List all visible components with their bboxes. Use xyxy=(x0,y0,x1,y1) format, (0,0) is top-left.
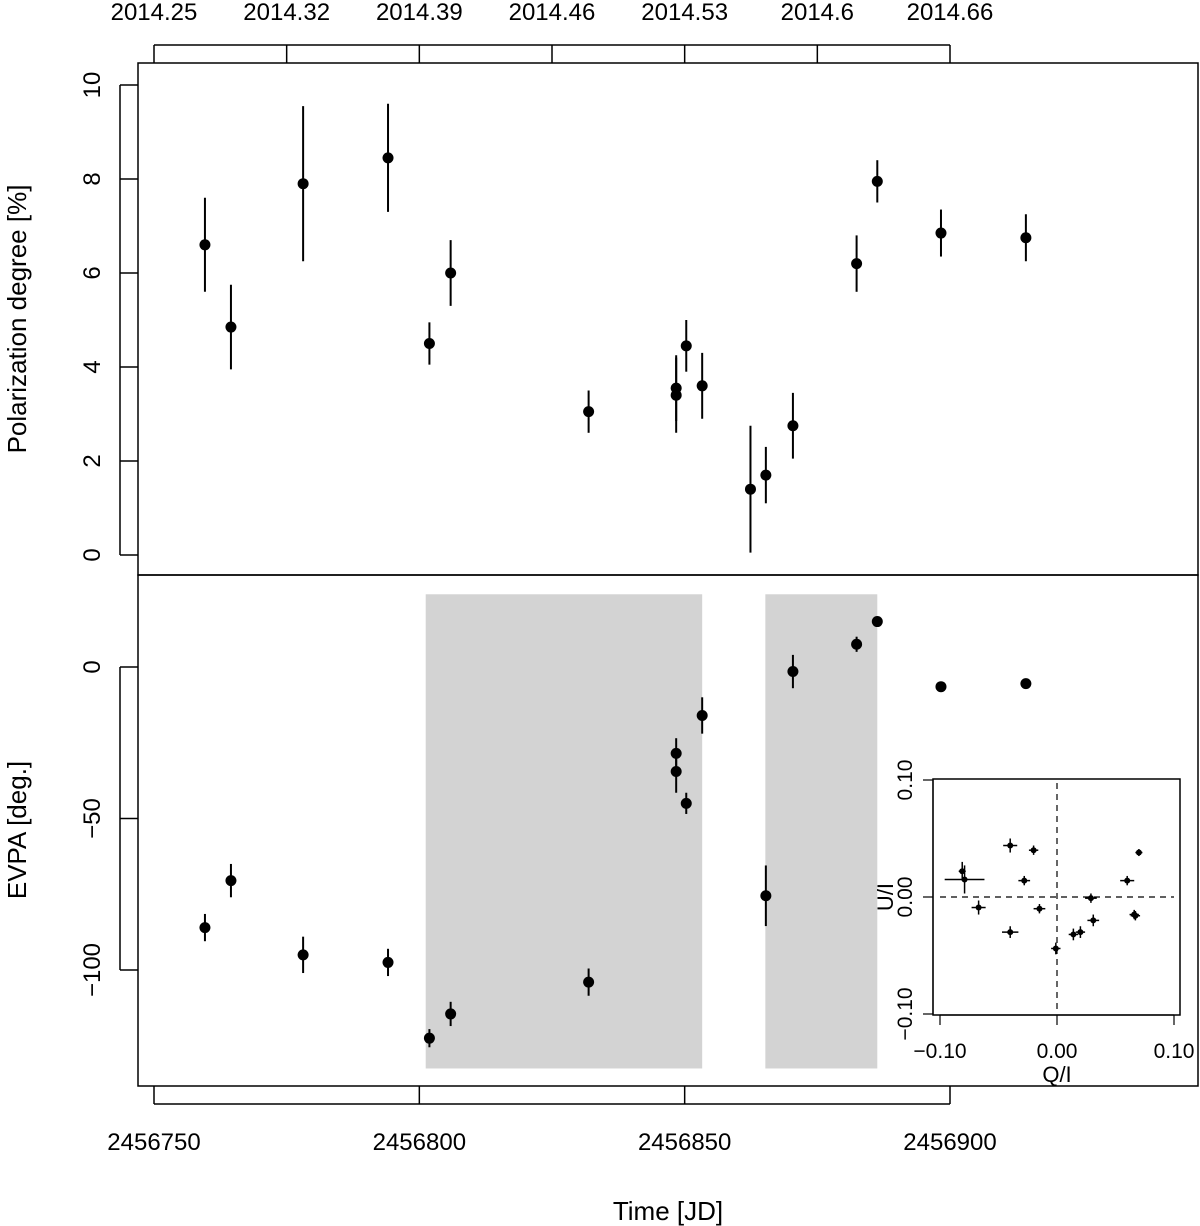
evpa-point-3 xyxy=(382,956,394,968)
evpa-panel: −100 −50 0 EVPA [deg.] xyxy=(2,574,1199,1087)
evpa-point-5 xyxy=(445,1008,457,1020)
evpa-point-8 xyxy=(670,766,682,778)
evpa-point-11 xyxy=(760,890,772,902)
evpa-point-15 xyxy=(935,681,947,693)
inset-point-15 xyxy=(1132,912,1139,919)
inset-x-axis-title: Q/I xyxy=(1042,1062,1071,1087)
inset-data-points xyxy=(944,838,1143,955)
evpa-point-4 xyxy=(423,1032,435,1044)
inset-point-7 xyxy=(1036,905,1043,912)
evpa-point-12 xyxy=(787,666,799,678)
pd-point-10 xyxy=(696,380,708,392)
evpa-shaded-intervals xyxy=(425,594,878,1069)
pd-y-tick-label-0: 0 xyxy=(79,548,106,561)
pd-point-0 xyxy=(199,239,211,251)
pd-y-tick-label-3: 6 xyxy=(79,266,106,279)
inset-x-tick-label-0: −0.10 xyxy=(913,1040,966,1063)
evpa-point-14 xyxy=(871,616,883,628)
pd-point-11 xyxy=(744,483,756,495)
inset-point-6 xyxy=(1030,847,1037,854)
bottom-jd-axis: 2456750 2456800 2456850 2456900 xyxy=(107,1086,997,1156)
top-tick-label-5: 2014.6 xyxy=(781,0,854,26)
inset-y-tick-label-1: 0.00 xyxy=(894,877,917,918)
inset-point-1 xyxy=(961,876,968,883)
inset-point-9 xyxy=(1070,931,1077,938)
evpa-y-axis: −100 −50 0 xyxy=(79,660,138,997)
evpa-shaded-interval-1 xyxy=(765,594,878,1069)
pd-y-tick-label-1: 2 xyxy=(79,454,106,467)
evpa-point-10 xyxy=(696,709,708,721)
pd-y-axis-title: Polarization degree [%] xyxy=(2,185,32,454)
inset-y-axis-title: U/I xyxy=(873,883,898,911)
evpa-y-tick-label-2: 0 xyxy=(79,660,106,673)
evpa-panel-frame xyxy=(137,574,1199,1087)
evpa-y-axis-title: EVPA [deg.] xyxy=(2,761,32,899)
evpa-y-tick-label-0: −100 xyxy=(79,943,106,997)
inset-x-tick-label-2: 0.10 xyxy=(1154,1040,1195,1063)
pd-data-points xyxy=(199,103,1032,553)
pd-point-15 xyxy=(871,175,883,187)
inset-point-12 xyxy=(1090,917,1097,924)
evpa-data-points xyxy=(199,616,1032,1048)
pd-point-2 xyxy=(297,178,309,190)
pd-point-8 xyxy=(670,389,682,401)
pd-point-6 xyxy=(583,406,595,418)
evpa-y-tick-label-1: −50 xyxy=(79,798,106,839)
pd-y-tick-label-5: 10 xyxy=(79,72,106,99)
evpa-point-1 xyxy=(225,875,237,887)
pd-point-16 xyxy=(935,227,947,239)
top-tick-label-6: 2014.66 xyxy=(907,0,994,26)
pd-point-1 xyxy=(225,321,237,333)
evpa-point-9 xyxy=(680,797,692,809)
evpa-point-2 xyxy=(297,949,309,961)
inset-point-2 xyxy=(975,904,982,911)
top-tick-label-4: 2014.53 xyxy=(641,0,728,26)
bottom-tick-label-3: 2456900 xyxy=(903,1129,996,1156)
top-tick-label-2: 2014.39 xyxy=(376,0,463,26)
inset-axes: −0.10 0.00 0.10 −0.10 0.00 0.10 xyxy=(894,760,1194,1063)
pd-point-13 xyxy=(787,420,799,432)
pd-point-12 xyxy=(760,469,772,481)
top-year-axis: 2014.25 2014.32 2014.39 2014.46 2014.53 2014.… xyxy=(111,0,994,63)
inset-point-3 xyxy=(1007,842,1014,849)
qu-inset: −0.10 0.00 0.10 −0.10 0.00 0.10 Q/I U/I xyxy=(873,760,1194,1087)
inset-point-10 xyxy=(1077,929,1084,936)
inset-point-5 xyxy=(1021,877,1028,884)
pd-point-9 xyxy=(680,340,692,352)
inset-y-tick-label-2: 0.10 xyxy=(894,760,917,801)
pd-y-axis: 0 2 4 6 8 10 xyxy=(79,72,138,562)
pd-point-17 xyxy=(1020,232,1032,244)
inset-x-tick-label-1: 0.00 xyxy=(1037,1040,1078,1063)
evpa-point-6 xyxy=(583,976,595,988)
pd-point-14 xyxy=(851,258,863,270)
inset-y-tick-label-0: −0.10 xyxy=(894,987,917,1040)
evpa-point-13 xyxy=(851,638,863,650)
top-tick-label-1: 2014.32 xyxy=(243,0,330,26)
pd-point-4 xyxy=(423,338,435,349)
inset-point-11 xyxy=(1087,895,1094,902)
x-axis-title: Time [JD] xyxy=(613,1196,723,1226)
polarization-degree-panel: 0 2 4 6 8 10 Polarization degree [%] xyxy=(2,62,1199,576)
bottom-tick-label-1: 2456800 xyxy=(373,1129,466,1156)
pd-point-3 xyxy=(382,152,394,164)
evpa-point-0 xyxy=(199,922,211,934)
top-tick-label-3: 2014.46 xyxy=(509,0,596,26)
pd-y-tick-label-4: 8 xyxy=(79,172,106,185)
pd-point-5 xyxy=(445,267,457,279)
evpa-shaded-interval-0 xyxy=(425,594,703,1069)
inset-point-0 xyxy=(959,868,966,875)
bottom-tick-label-0: 2456750 xyxy=(107,1129,200,1156)
inset-point-4 xyxy=(1007,929,1014,936)
inset-point-13 xyxy=(1124,877,1131,884)
pd-y-tick-label-2: 4 xyxy=(79,360,106,373)
bottom-tick-label-2: 2456850 xyxy=(638,1129,731,1156)
inset-point-16 xyxy=(1135,849,1142,856)
evpa-point-16 xyxy=(1020,678,1032,690)
inset-point-8 xyxy=(1052,945,1059,952)
top-tick-label-0: 2014.25 xyxy=(111,0,198,26)
